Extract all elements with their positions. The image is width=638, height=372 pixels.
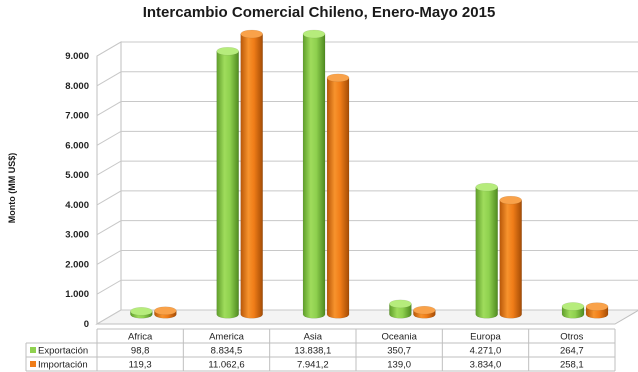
bars [130, 29, 609, 319]
x-tick-label: Africa [128, 332, 153, 343]
gridline [96, 41, 638, 57]
data-label: 139,0 [387, 360, 411, 371]
gridline [96, 130, 638, 146]
data-label: 3.834,0 [470, 360, 502, 371]
data-label: 8.834,5 [211, 346, 243, 357]
data-label: 11.062,6 [208, 360, 244, 371]
y-tick-label: 4.000 [65, 200, 89, 211]
legend-label: Importación [38, 360, 88, 371]
side-wall [96, 41, 122, 325]
bar-exportación-asia [302, 29, 326, 319]
legend-swatch [30, 347, 36, 353]
y-tick-label: 2.000 [65, 259, 89, 270]
legend-swatch [30, 361, 36, 367]
gridline [96, 160, 638, 176]
data-label: 13.838,1 [294, 346, 331, 357]
y-tick-label: 6.000 [65, 140, 89, 151]
y-tick-label: 0 [84, 319, 89, 330]
gridline [96, 220, 638, 236]
bar-importación-america [240, 29, 263, 319]
data-label: 7.941,2 [297, 360, 329, 371]
chart-title: Intercambio Comercial Chileno, Enero-May… [142, 4, 496, 21]
bar-importación-africa [154, 306, 177, 319]
x-tick-label: America [209, 332, 245, 343]
bar-exportación-america [216, 46, 239, 319]
gridline [96, 190, 638, 206]
gridline [96, 101, 638, 116]
legend-label: Exportación [38, 346, 88, 357]
gridline [96, 249, 638, 265]
bar-exportación-oceania [389, 299, 412, 319]
x-tick-label: Oceania [381, 332, 417, 343]
bar-importación-asia [326, 73, 350, 319]
data-label: 258,1 [560, 360, 584, 371]
y-tick-label: 3.000 [65, 230, 89, 241]
gridline [96, 71, 638, 87]
data-table: Africa America Asia Oceania Europa Otros Expor… [25, 328, 616, 372]
data-label: 4.271,0 [470, 346, 502, 357]
data-label: 98,8 [131, 346, 150, 357]
data-label: 350,7 [387, 346, 411, 357]
gridline [96, 279, 638, 295]
y-tick-label: 9.000 [65, 51, 89, 62]
x-tick-label: Otros [560, 332, 583, 343]
bar-importación-oceania [413, 305, 436, 319]
y-tick-label: 1.000 [65, 289, 89, 300]
bar-exportación-otros [561, 302, 585, 319]
x-tick-label: Europa [470, 332, 501, 343]
bar-exportación-europa [475, 182, 498, 319]
bar-importación-otros [585, 302, 609, 319]
data-label: 119,3 [129, 360, 152, 371]
gridlines [96, 41, 638, 325]
x-tick-label: Asia [304, 332, 323, 343]
gridline [96, 309, 638, 325]
y-tick-label: 7.000 [65, 111, 89, 122]
y-tick-labels: 0 1.000 2.000 3.000 4.000 5.000 6.000 7.000 8.00… [65, 51, 89, 330]
bar-exportación-africa [130, 307, 153, 319]
bar-importación-europa [499, 195, 522, 319]
back-wall [120, 41, 638, 311]
plot-walls [95, 41, 638, 325]
floor [95, 309, 638, 325]
y-tick-label: 5.000 [65, 170, 89, 181]
data-label: 264,7 [560, 346, 584, 357]
y-tick-label: 8.000 [65, 81, 89, 92]
